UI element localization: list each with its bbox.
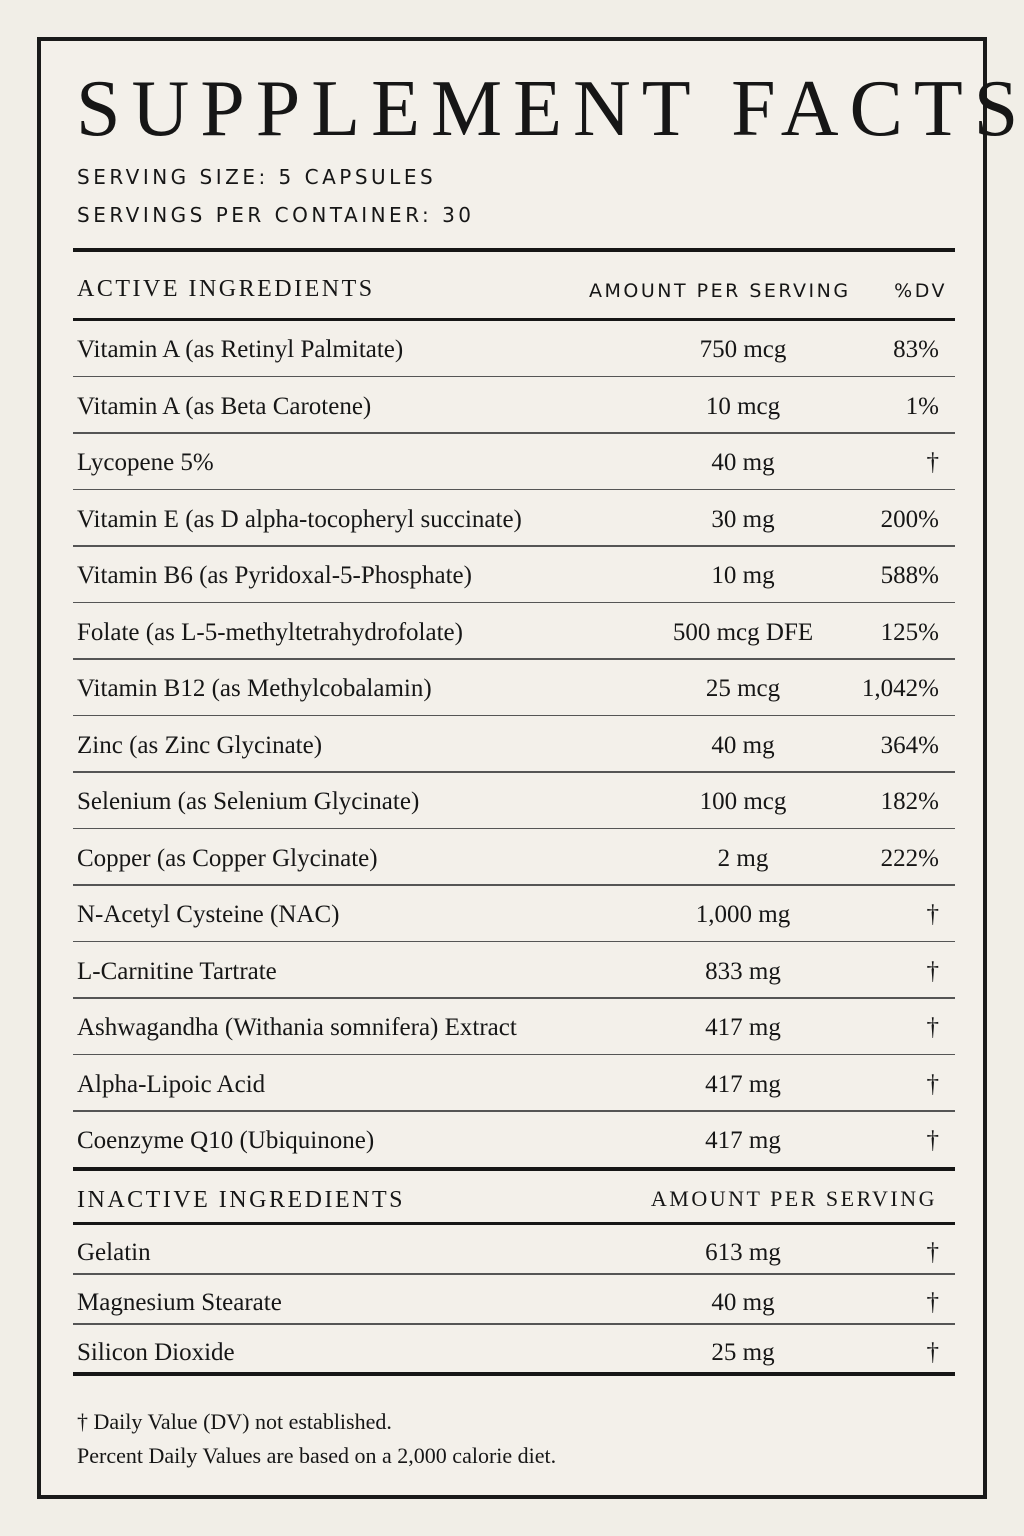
row-divider [73, 940, 955, 942]
ingredient-amount: 417 mg [705, 1070, 781, 1098]
ingredient-amount: 833 mg [705, 957, 781, 985]
ingredient-dv: † [926, 957, 940, 985]
ingredient-dv: 200% [880, 505, 939, 533]
ingredient-name: Magnesium Stearate [77, 1289, 282, 1316]
footnote-dv: † Daily Value (DV) not established. [77, 1409, 392, 1434]
ingredient-dv: 364% [880, 731, 939, 759]
row-divider [73, 1053, 955, 1055]
serving-size: SERVING SIZE: 5 CAPSULES [77, 165, 437, 189]
inactive-amount-header: AMOUNT PER SERVING [650, 1186, 937, 1211]
ingredient-name: Selenium (as Selenium Glycinate) [77, 788, 420, 815]
ingredient-dv: 588% [880, 562, 939, 589]
ingredient-amount: 2 mg [717, 844, 769, 872]
ingredient-amount: 613 mg [705, 1239, 781, 1266]
ingredient-amount: 40 mg [711, 449, 775, 476]
row-divider [73, 1323, 955, 1325]
ingredient-amount: 1,000 mg [695, 901, 791, 928]
ingredient-amount: 100 mcg [699, 788, 787, 815]
supplement-facts-panel: SUPPLEMENT FACTS SERVING SIZE: 5 CAPSULE… [37, 37, 1018, 1499]
ingredient-amount: 40 mg [711, 1289, 775, 1316]
row-divider [73, 545, 955, 547]
row-divider [73, 488, 955, 490]
ingredient-dv: 1,042% [861, 675, 939, 702]
ingredient-dv: 1% [905, 392, 939, 420]
ingredient-amount: 500 mcg DFE [672, 618, 814, 646]
ingredient-name: Silicon Dioxide [77, 1339, 235, 1366]
ingredient-name: Copper (as Copper Glycinate) [77, 844, 378, 872]
ingredient-name: Vitamin A (as Beta Carotene) [77, 392, 372, 420]
ingredient-dv: † [926, 1239, 940, 1266]
ingredient-name: Vitamin E (as D alpha-tocopheryl succina… [77, 505, 522, 533]
divider [73, 1222, 955, 1225]
ingredient-dv: † [926, 449, 940, 476]
divider [73, 1167, 955, 1171]
ingredient-amount: 25 mg [711, 1339, 775, 1366]
ingredient-dv: † [926, 1127, 940, 1154]
ingredient-dv: † [926, 1339, 940, 1366]
ingredient-name: Lycopene 5% [77, 449, 214, 476]
row-divider [73, 1273, 955, 1275]
row-divider [73, 884, 955, 886]
ingredient-name: Ashwagandha (Withania somnifera) Extract [77, 1014, 517, 1041]
ingredient-name: Vitamin A (as Retinyl Palmitate) [77, 336, 404, 363]
dv-header: %DV [894, 280, 947, 302]
ingredient-name: N-Acetyl Cysteine (NAC) [77, 901, 340, 928]
ingredient-dv: 222% [880, 844, 939, 872]
ingredient-name: Folate (as L-5-methyltetrahydrofolate) [77, 618, 463, 646]
row-divider [73, 432, 955, 434]
inactive-ingredients-header: INACTIVE INGREDIENTS [77, 1187, 405, 1213]
ingredient-name: Vitamin B6 (as Pyridoxal-5-Phosphate) [77, 562, 472, 589]
divider [73, 1372, 955, 1376]
row-divider [73, 771, 955, 773]
ingredient-name: Coenzyme Q10 (Ubiquinone) [77, 1127, 375, 1154]
amount-per-serving-header: AMOUNT PER SERVING [589, 280, 851, 302]
ingredient-dv: 182% [880, 788, 939, 815]
ingredient-dv: † [926, 1289, 940, 1316]
active-ingredients-header: ACTIVE INGREDIENTS [77, 276, 375, 302]
servings-per-container: SERVINGS PER CONTAINER: 30 [77, 203, 475, 227]
ingredient-amount: 10 mg [711, 562, 775, 589]
row-divider [73, 827, 955, 829]
ingredient-name: Vitamin B12 (as Methylcobalamin) [77, 675, 432, 702]
ingredient-amount: 417 mg [705, 1014, 781, 1041]
row-divider [73, 375, 955, 377]
row-divider [73, 1110, 955, 1112]
ingredient-name: L-Carnitine Tartrate [77, 957, 277, 985]
ingredient-name: Alpha-Lipoic Acid [77, 1070, 266, 1098]
ingredient-amount: 750 mcg [699, 336, 787, 363]
ingredient-dv: † [926, 1070, 940, 1098]
ingredient-dv: 125% [880, 618, 939, 646]
ingredient-dv: † [926, 901, 940, 928]
footnote-calories: Percent Daily Values are based on a 2,00… [77, 1443, 557, 1468]
ingredient-amount: 40 mg [711, 731, 775, 759]
ingredient-amount: 10 mcg [705, 392, 781, 420]
ingredient-name: Gelatin [77, 1239, 151, 1266]
ingredient-name: Zinc (as Zinc Glycinate) [77, 731, 323, 759]
divider [73, 248, 955, 252]
panel-title: SUPPLEMENT FACTS [76, 65, 1024, 153]
ingredient-dv: † [926, 1014, 940, 1041]
ingredient-dv: 83% [893, 336, 939, 363]
row-divider [73, 714, 955, 716]
row-divider [73, 601, 955, 603]
divider [73, 318, 955, 321]
row-divider [73, 997, 955, 999]
ingredient-amount: 417 mg [705, 1127, 781, 1154]
ingredient-amount: 25 mcg [705, 675, 781, 702]
ingredient-amount: 30 mg [711, 505, 775, 533]
row-divider [73, 658, 955, 660]
